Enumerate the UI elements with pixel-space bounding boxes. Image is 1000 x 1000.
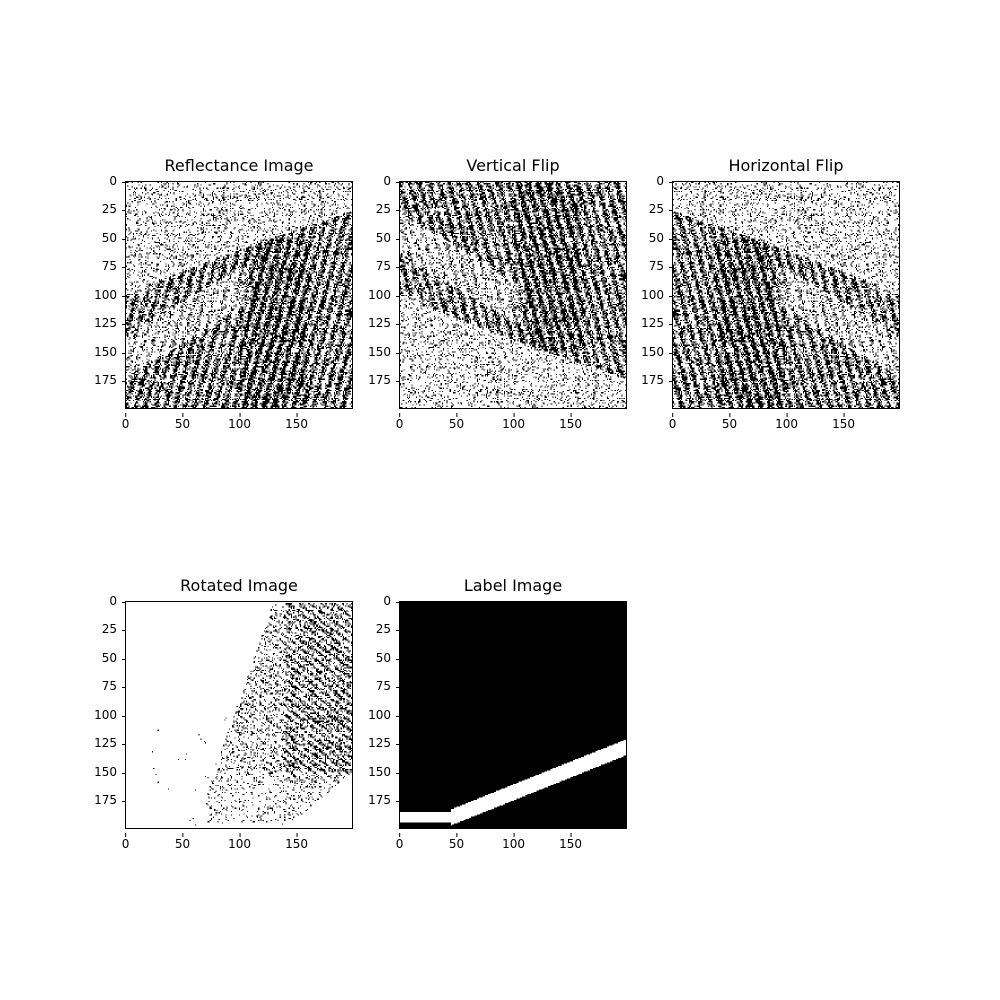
y-tick-label: 175 — [624, 373, 673, 387]
x-tick-label: 150 — [285, 833, 309, 851]
panel-title: Label Image — [463, 576, 563, 595]
x-tick-label: 50 — [174, 833, 191, 851]
x-tick-label: 100 — [502, 413, 526, 431]
x-tick-label: 50 — [448, 413, 465, 431]
y-tick-label: 75 — [351, 679, 400, 693]
y-tick-label: 100 — [77, 708, 126, 722]
panel-title: Rotated Image — [180, 576, 298, 595]
y-tick-label: 0 — [624, 174, 673, 188]
y-tick-label: 150 — [351, 345, 400, 359]
x-tick-label: 100 — [775, 413, 799, 431]
panel-title: Vertical Flip — [466, 156, 560, 175]
x-tick-label: 100 — [228, 413, 252, 431]
y-tick-label: 0 — [351, 594, 400, 608]
x-tick-label: 100 — [502, 833, 526, 851]
y-tick-label: 50 — [351, 231, 400, 245]
y-tick-label: 100 — [351, 288, 400, 302]
x-tick-label: 0 — [668, 413, 677, 431]
image-label — [399, 601, 627, 829]
y-tick-label: 175 — [77, 373, 126, 387]
x-tick-label: 150 — [285, 413, 309, 431]
y-tick-label: 125 — [351, 736, 400, 750]
x-tick-label: 150 — [559, 833, 583, 851]
y-tick-label: 25 — [624, 202, 673, 216]
y-tick-label: 175 — [77, 793, 126, 807]
y-tick-label: 100 — [77, 288, 126, 302]
x-tick-label: 50 — [721, 413, 738, 431]
panel-title: Reflectance Image — [164, 156, 314, 175]
y-tick-label: 150 — [77, 765, 126, 779]
y-tick-label: 0 — [351, 174, 400, 188]
y-tick-label: 175 — [351, 373, 400, 387]
image-horizontal-flip — [672, 181, 900, 409]
y-tick-label: 150 — [77, 345, 126, 359]
x-tick-label: 50 — [448, 833, 465, 851]
y-tick-label: 25 — [77, 202, 126, 216]
y-tick-label: 100 — [624, 288, 673, 302]
y-tick-label: 50 — [77, 651, 126, 665]
y-tick-label: 100 — [351, 708, 400, 722]
image-vertical-flip — [399, 181, 627, 409]
y-tick-label: 75 — [77, 259, 126, 273]
y-tick-label: 150 — [351, 765, 400, 779]
y-tick-label: 25 — [351, 622, 400, 636]
x-tick-label: 0 — [395, 833, 404, 851]
y-tick-label: 125 — [624, 316, 673, 330]
y-tick-label: 125 — [77, 316, 126, 330]
panel-title: Horizontal Flip — [728, 156, 844, 175]
y-tick-label: 25 — [351, 202, 400, 216]
y-tick-label: 25 — [77, 622, 126, 636]
x-tick-label: 0 — [121, 833, 130, 851]
y-tick-label: 125 — [351, 316, 400, 330]
y-tick-label: 0 — [77, 174, 126, 188]
x-tick-label: 0 — [395, 413, 404, 431]
image-reflectance — [125, 181, 353, 409]
y-tick-label: 75 — [351, 259, 400, 273]
y-tick-label: 50 — [624, 231, 673, 245]
y-tick-label: 75 — [77, 679, 126, 693]
x-tick-label: 100 — [228, 833, 252, 851]
y-tick-label: 150 — [624, 345, 673, 359]
y-tick-label: 50 — [77, 231, 126, 245]
y-tick-label: 0 — [77, 594, 126, 608]
x-tick-label: 150 — [559, 413, 583, 431]
x-tick-label: 0 — [121, 413, 130, 431]
image-rotated — [125, 601, 353, 829]
y-tick-label: 175 — [351, 793, 400, 807]
y-tick-label: 50 — [351, 651, 400, 665]
y-tick-label: 125 — [77, 736, 126, 750]
x-tick-label: 150 — [832, 413, 856, 431]
x-tick-label: 50 — [174, 413, 191, 431]
y-tick-label: 75 — [624, 259, 673, 273]
